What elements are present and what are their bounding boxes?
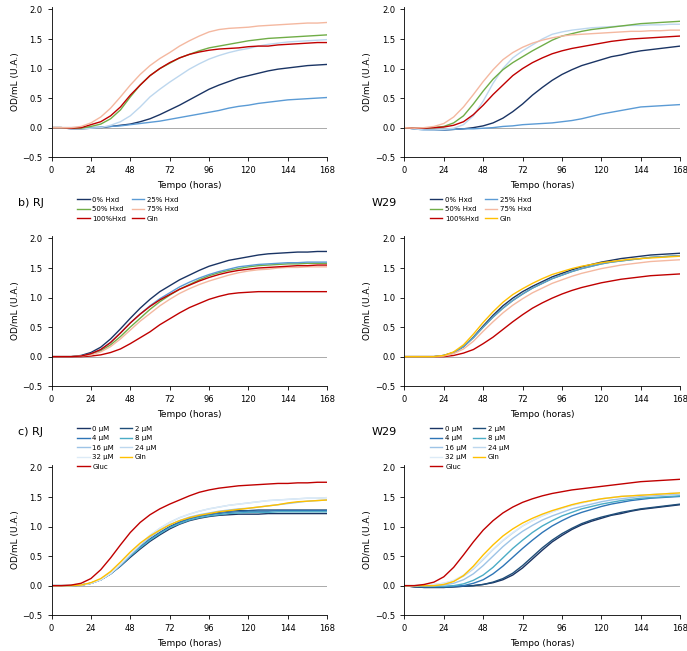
X-axis label: Tempo (horas): Tempo (horas) <box>510 639 574 648</box>
Text: c) RJ: c) RJ <box>19 427 43 437</box>
Legend: 0% Hxd, 50% Hxd, 100%Hxd, 25% Hxd, 75% Hxd, Gln: 0% Hxd, 50% Hxd, 100%Hxd, 25% Hxd, 75% H… <box>430 197 532 222</box>
X-axis label: Tempo (horas): Tempo (horas) <box>157 181 222 189</box>
Text: b) RJ: b) RJ <box>19 198 45 208</box>
Y-axis label: OD/mL (U.A.): OD/mL (U.A.) <box>10 53 20 111</box>
Legend: 0 μM, 4 μM, 16 μM, 32 μM, Gluc, 2 μM, 8 μM, 24 μM, Gln: 0 μM, 4 μM, 16 μM, 32 μM, Gluc, 2 μM, 8 … <box>430 426 509 470</box>
X-axis label: Tempo (horas): Tempo (horas) <box>510 181 574 189</box>
Y-axis label: OD/mL (U.A.): OD/mL (U.A.) <box>363 53 372 111</box>
Text: W29: W29 <box>372 427 396 437</box>
Y-axis label: OD/mL (U.A.): OD/mL (U.A.) <box>363 510 372 569</box>
Y-axis label: OD/mL (U.A.): OD/mL (U.A.) <box>10 281 20 340</box>
Legend: 0% Hxd, 50% Hxd, 100%Hxd, 25% Hxd, 75% Hxd, Gln: 0% Hxd, 50% Hxd, 100%Hxd, 25% Hxd, 75% H… <box>77 197 179 222</box>
X-axis label: Tempo (horas): Tempo (horas) <box>510 409 574 419</box>
Text: W29: W29 <box>372 198 396 208</box>
Legend: 0 μM, 4 μM, 16 μM, 32 μM, Gluc, 2 μM, 8 μM, 24 μM, Gln: 0 μM, 4 μM, 16 μM, 32 μM, Gluc, 2 μM, 8 … <box>77 426 157 470</box>
Y-axis label: OD/mL (U.A.): OD/mL (U.A.) <box>10 510 20 569</box>
X-axis label: Tempo (horas): Tempo (horas) <box>157 639 222 648</box>
X-axis label: Tempo (horas): Tempo (horas) <box>157 409 222 419</box>
Y-axis label: OD/mL (U.A.): OD/mL (U.A.) <box>363 281 372 340</box>
